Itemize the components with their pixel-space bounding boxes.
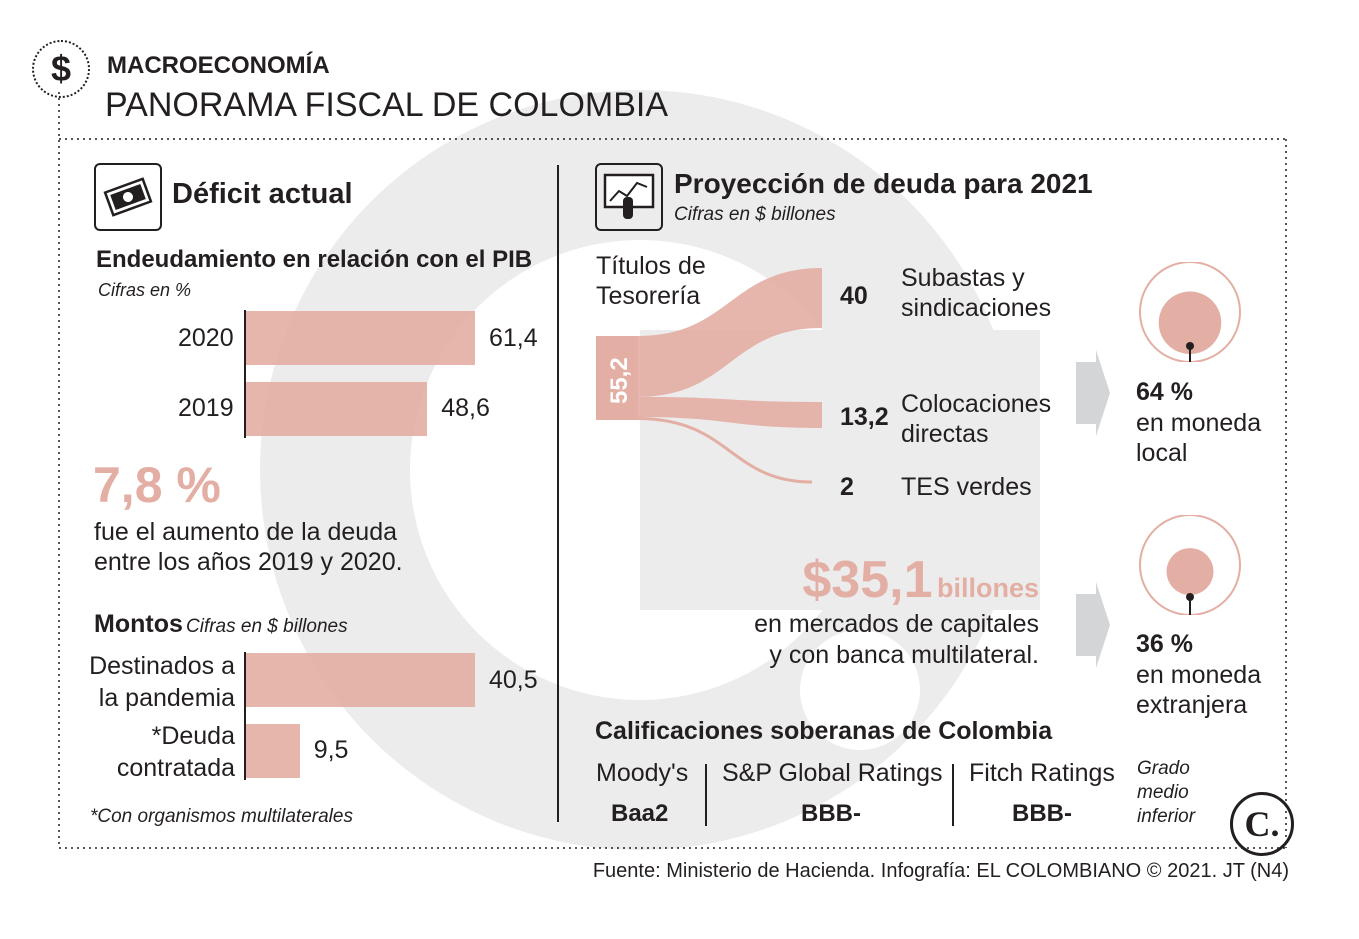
sankey-value-label: 40 [840,282,868,310]
el-colombiano-logo: C. [1230,792,1294,856]
arrow-right-icon [1076,582,1110,668]
foreign-pct: 36 % [1136,630,1193,658]
rating-agency: S&P Global Ratings [722,759,943,787]
pib-category-label: 2019 [178,394,234,422]
footnote: *Con organismos multilaterales [90,806,353,827]
sankey-value-label: 13,2 [840,403,889,431]
projection-units: Cifras en $ billones [674,204,836,225]
grade-note-3: inferior [1137,806,1196,827]
capital-text-1: en mercados de capitales [754,610,1039,638]
pib-subheading: Endeudamiento en relación con el PIB [96,246,533,273]
sankey-source-bar [596,336,638,420]
pib-units: Cifras en % [98,280,192,300]
arrow-right-icon [1076,350,1110,436]
montos-units: Cifras en $ billones [186,616,348,637]
highlight-text-1: fue el aumento de la deuda [94,518,398,546]
local-share-disc [1158,291,1222,354]
dollar-icon: $ [32,40,90,98]
foreign-currency-circle [1139,515,1241,615]
sankey-flow-tes [637,416,813,484]
sankey-flow-subastas [638,268,822,397]
rating-grade: BBB- [801,800,861,827]
sankey-flow-name: directas [901,420,989,448]
montos-category-label: Destinados a [89,652,235,680]
highlight-text-2: entre los años 2019 y 2020. [94,548,403,576]
pib-bar-2020 [246,311,475,365]
money-icon [94,163,162,231]
montos-bar-deuda [246,724,300,778]
grade-note-2: medio [1137,782,1189,803]
local-text-2: local [1136,439,1188,467]
sankey-source-label-2: Tesorería [596,282,701,310]
pib-axis [244,310,246,438]
footer-source: Fuente: Ministerio de Hacienda. Infograf… [592,860,1289,882]
rating-agency: Fitch Ratings [969,759,1115,787]
capital-highlight: $35,1 billones [802,550,1039,610]
deficit-heading: Déficit actual [172,178,353,210]
montos-value-label: 9,5 [313,736,349,764]
section-label: MACROECONOMÍA [107,52,330,79]
foreign-share-disc [1166,548,1214,595]
projection-heading: Proyección de deuda para 2021 [674,168,1093,199]
capital-value: $35,1 [802,551,933,609]
grade-note-1: Grado [1137,758,1190,779]
chart-screen-icon [595,163,663,231]
montos-category-label: la pandemia [98,684,235,712]
rating-divider [705,764,707,826]
capital-unit: billones [936,573,1039,603]
sankey-total-label: 55,2 [606,357,633,404]
ratings-heading: Calificaciones soberanas de Colombia [595,717,1053,745]
sankey-flow-name: Colocaciones [901,390,1052,418]
foreign-text-1: en moneda [1136,661,1262,689]
pib-value-label: 61,4 [489,324,538,352]
sankey-value-label: 2 [840,473,854,501]
capital-text-2: y con banca multilateral. [769,641,1039,669]
montos-bar-pandemia [246,653,475,707]
local-pct: 64 % [1136,378,1193,406]
sankey-flow-name: Subastas y [901,264,1025,292]
highlight-value: 7,8 % [93,457,221,513]
rating-grade: BBB- [1012,800,1072,827]
rating-divider [952,764,954,826]
montos-category-label: contratada [116,754,235,782]
foreign-text-2: extranjera [1136,691,1248,719]
page-title: PANORAMA FISCAL DE COLOMBIA [105,86,669,124]
sankey-flow-colocaciones [638,396,822,428]
rating-agency: Moody's [596,759,689,787]
sankey-chart [596,268,822,484]
local-text-1: en moneda [1136,409,1262,437]
montos-value-label: 40,5 [489,666,538,694]
pib-value-label: 48,6 [441,394,490,422]
sankey-flow-name: sindicaciones [901,294,1052,322]
pib-bar-2019 [246,382,428,436]
montos-heading: Montos [94,610,183,638]
montos-category-label: *Deuda [151,722,235,750]
pib-category-label: 2020 [178,324,234,352]
rating-grade: Baa2 [611,800,669,827]
sankey-source-label-1: Títulos de [596,252,706,280]
montos-axis [244,652,246,780]
local-currency-circle [1139,262,1241,362]
sankey-flow-name: TES verdes [901,473,1032,501]
